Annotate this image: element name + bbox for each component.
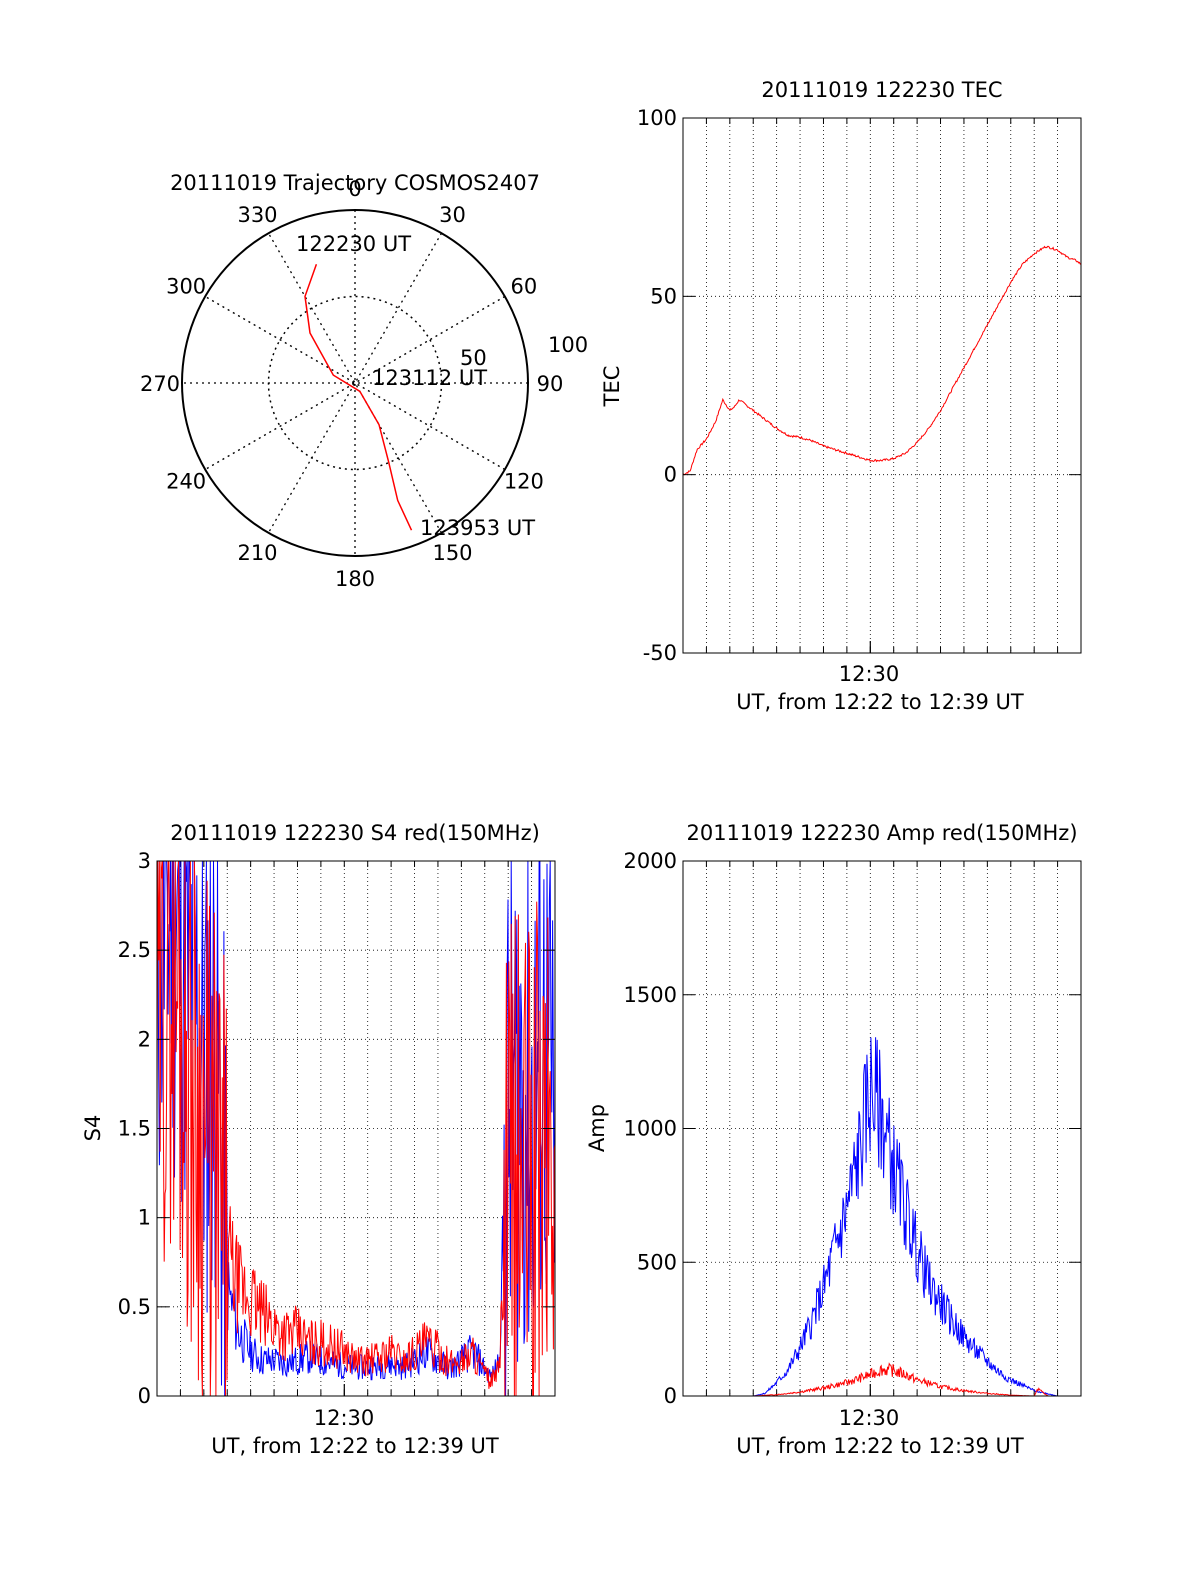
polar-angle-label: 240 [166,470,206,494]
amp-y-ticks: 0 500 1000 1500 2000 [624,849,1081,1408]
polar-angle-label: 30 [439,203,466,227]
polar-trajectory-line [304,263,413,531]
y-tick-label: 2.5 [118,938,151,962]
polar-angle-label: 120 [504,470,544,494]
y-tick-label: 0 [664,463,677,487]
polar-angle-label: 150 [432,541,472,565]
amp-xlabel: UT, from 12:22 to 12:39 UT [736,1434,1024,1458]
trajectory-mid-label: 123112 UT [372,366,487,390]
s4-xtick-label: 12:30 [314,1406,375,1430]
polar-angle-label: 210 [237,541,277,565]
s4-chart: 20111019 122230 S4 red(150MHz) 0 0.5 1 1.5 2… [81,821,556,1458]
y-tick-label: -50 [643,641,677,665]
tec-xtick-label: 12:30 [839,662,900,686]
trajectory-start-label: 122230 UT [296,232,411,256]
y-tick-label: 1 [138,1206,151,1230]
y-tick-label: 50 [650,284,677,308]
trajectory-end-label: 123953 UT [420,516,535,540]
amp-grid [683,861,1081,1396]
tec-grid [683,118,1081,653]
polar-spoke [267,232,443,534]
y-tick-label: 3 [138,849,151,873]
s4-title: 20111019 122230 S4 red(150MHz) [170,821,540,845]
y-tick-label: 0 [664,1384,677,1408]
s4-xlabel: UT, from 12:22 to 12:39 UT [211,1434,499,1458]
s4-ylabel: S4 [81,1115,105,1142]
polar-radius-label-100: 100 [548,333,588,357]
polar-angle-label: 90 [537,372,564,396]
amp-xtick-label: 12:30 [839,1406,900,1430]
tec-frame [682,117,1082,654]
polar-angle-label: 270 [140,372,180,396]
amp-ylabel: Amp [585,1104,609,1152]
y-tick-label: 0 [138,1384,151,1408]
tec-series-line [682,245,1082,476]
polar-chart: 20111019 Trajectory COSMOS2407 0 30 60 90 12… [140,171,588,591]
polar-angle-label: 60 [511,275,538,299]
polar-spoke [204,295,506,471]
polar-spoke [204,295,506,471]
polar-title: 20111019 Trajectory COSMOS2407 [170,171,540,195]
polar-angle-label: 0 [348,177,361,201]
y-tick-label: 1.5 [118,1117,151,1141]
s4-series-red [156,860,556,1397]
polar-angle-label: 180 [335,567,375,591]
y-tick-label: 2000 [624,849,677,873]
tec-y-ticks: -50 0 50 100 [637,106,1081,665]
y-tick-label: 500 [637,1250,677,1274]
y-tick-label: 0.5 [118,1295,151,1319]
amp-title: 20111019 122230 Amp red(150MHz) [686,821,1077,845]
s4-y-ticks: 0 0.5 1 1.5 2 2.5 3 [118,849,555,1408]
y-tick-label: 1500 [624,983,677,1007]
tec-xlabel: UT, from 12:22 to 12:39 UT [736,690,1024,714]
tec-title: 20111019 122230 TEC [761,78,1002,102]
y-tick-label: 1000 [624,1117,677,1141]
amp-series-blue [683,1037,1081,1397]
polar-angle-label: 300 [166,275,206,299]
tec-chart: 20111019 122230 TEC -50 0 50 100 12:30 UT, … [600,78,1082,714]
polar-angle-labels: 0 30 60 90 120 150 180 210 240 270 300 330 [140,177,563,591]
polar-spokes [182,210,528,556]
polar-angle-label: 330 [237,203,277,227]
polar-radius-label-50: 50 [460,346,487,370]
y-tick-label: 100 [637,106,677,130]
tec-ylabel: TEC [600,366,624,408]
amp-chart: 20111019 122230 Amp red(150MHz) 0 500 1000… [585,821,1082,1458]
y-tick-label: 2 [138,1027,151,1051]
amp-series-red [683,1362,1081,1397]
polar-spoke [267,232,443,534]
